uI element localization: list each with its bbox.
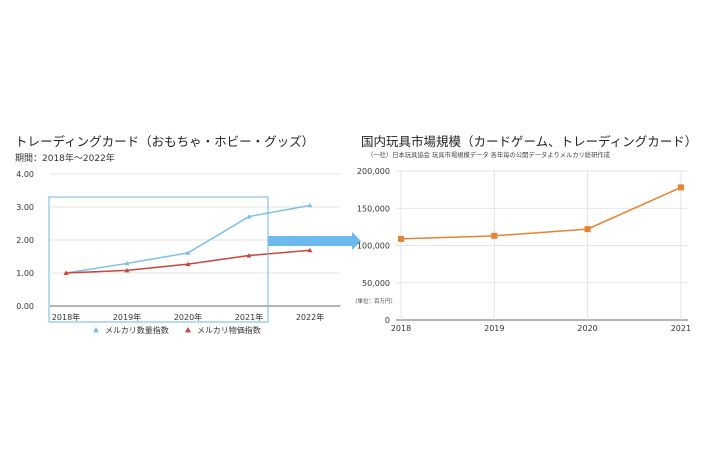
left-data-point — [307, 247, 313, 253]
left-x-tick-label: 2019年 — [113, 312, 141, 322]
left-y-tick-label: 0.00 — [16, 302, 34, 311]
right-y-tick-label: 100,000 — [357, 242, 390, 251]
right-chart-subtitle: （一社）日本玩具協会 玩具市場規模データ 各年毎の公開データよりメルカリ総研作成 — [367, 150, 611, 159]
right-x-tick-label: 2019 — [484, 324, 504, 333]
right-data-point — [398, 235, 404, 242]
right-x-tick-label: 2020 — [577, 324, 597, 333]
right-chart-title: 国内玩具市場規模（カードゲーム、トレーディングカード） — [361, 134, 697, 149]
right-y-tick-label: 0 — [385, 316, 390, 325]
right-y-tick-label: 150,000 — [357, 204, 390, 213]
left-chart-title: トレーディングカード（おもちゃ・ホビー・グッズ） — [15, 134, 314, 149]
left-data-point — [124, 260, 130, 266]
left-y-tick-label: 3.00 — [16, 203, 34, 212]
legend-label: メルカリ物価指数 — [197, 325, 261, 335]
left-data-point — [185, 261, 191, 267]
left-data-point — [307, 202, 313, 208]
unit-label: （単位：百万円） — [352, 297, 396, 305]
left-data-point — [246, 214, 252, 219]
left-x-tick-label: 2020年 — [174, 312, 202, 322]
left-data-point — [124, 267, 130, 273]
right-y-tick-label: 50,000 — [362, 279, 390, 288]
left-y-tick-label: 1.00 — [16, 269, 34, 278]
right-x-tick-label: 2021 — [671, 324, 691, 333]
left-x-tick-label: 2021年 — [235, 312, 263, 322]
right-data-point — [491, 232, 498, 239]
left-data-point — [63, 270, 69, 275]
right-x-tick-label: 2018 — [391, 324, 411, 333]
right-series-line-0 — [400, 186, 682, 240]
left-y-tick-label: 4.00 — [16, 170, 34, 179]
highlight-box — [48, 196, 269, 323]
left-x-tick-label: 2018年 — [52, 312, 80, 322]
right-y-tick-label: 200,000 — [357, 167, 390, 176]
right-data-point — [584, 226, 591, 233]
left-x-tick-label: 2022年 — [296, 312, 324, 322]
left-y-tick-label: 2.00 — [16, 236, 34, 245]
legend-marker-icon — [185, 327, 191, 333]
left-data-point — [246, 253, 252, 258]
left-data-point — [185, 250, 191, 255]
left-chart-subtitle: 期間：2018年〜2022年 — [15, 152, 115, 164]
legend-label: メルカリ数量指数 — [105, 325, 169, 335]
right-data-point — [677, 184, 684, 191]
legend-marker-icon — [93, 327, 99, 333]
arrow-icon — [268, 232, 361, 250]
